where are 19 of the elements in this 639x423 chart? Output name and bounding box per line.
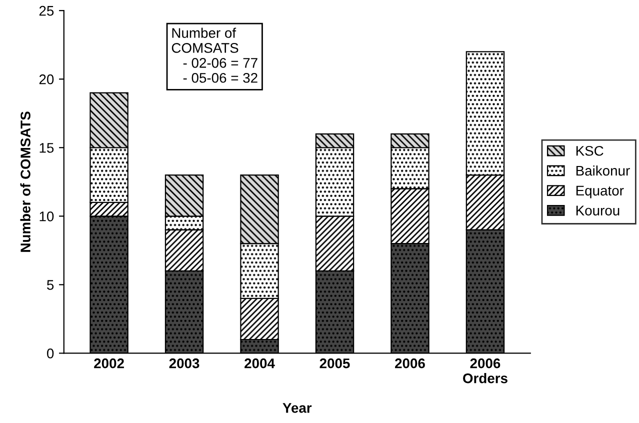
y-axis-title: Number of COMSATS: [20, 112, 30, 252]
x-tick-label: 2005: [320, 358, 350, 368]
annotation: Number of COMSATS - 02-06 = 77 - 05-06 = 32: [172, 28, 258, 83]
x-tick-label: 2006: [395, 358, 425, 368]
legend-label: Equator: [576, 186, 624, 198]
y-tick-label: 25: [39, 6, 54, 16]
y-tick-label: 20: [39, 74, 54, 84]
legend-label: KSC: [576, 146, 604, 156]
x-tick-label: 2006 Orders: [463, 358, 508, 384]
x-tick-label: 2002: [94, 358, 124, 368]
x-tick-label: 2004: [244, 358, 275, 368]
legend-label: Baikonur: [576, 165, 630, 176]
legend-label: Kourou: [576, 206, 620, 216]
y-tick-label: 10: [40, 211, 54, 222]
y-tick-label: 5: [47, 280, 54, 290]
y-tick-label: 0: [46, 348, 54, 358]
x-tick-label: 2003: [169, 358, 200, 368]
y-tick-label: 15: [40, 143, 54, 153]
x-axis-title: Year: [282, 403, 312, 413]
